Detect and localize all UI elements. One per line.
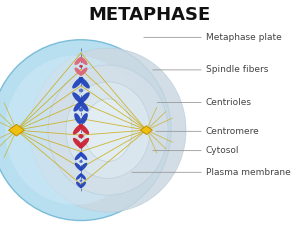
Text: Metaphase plate: Metaphase plate bbox=[206, 33, 281, 42]
Text: Plasma membrane: Plasma membrane bbox=[206, 168, 290, 177]
Ellipse shape bbox=[80, 163, 87, 171]
Ellipse shape bbox=[80, 67, 88, 76]
Ellipse shape bbox=[0, 40, 171, 221]
Circle shape bbox=[80, 180, 82, 182]
Ellipse shape bbox=[72, 77, 83, 88]
Ellipse shape bbox=[30, 48, 186, 212]
Ellipse shape bbox=[74, 101, 82, 112]
Ellipse shape bbox=[80, 182, 86, 188]
Ellipse shape bbox=[74, 57, 82, 65]
Circle shape bbox=[79, 160, 83, 163]
Ellipse shape bbox=[75, 152, 83, 160]
Ellipse shape bbox=[76, 182, 82, 188]
Ellipse shape bbox=[73, 138, 83, 148]
Circle shape bbox=[79, 65, 83, 68]
Ellipse shape bbox=[80, 101, 88, 112]
Text: Spindle fibers: Spindle fibers bbox=[206, 65, 268, 74]
Polygon shape bbox=[9, 124, 24, 136]
Ellipse shape bbox=[66, 82, 150, 178]
Ellipse shape bbox=[79, 77, 90, 88]
Ellipse shape bbox=[79, 138, 89, 148]
Ellipse shape bbox=[80, 173, 86, 180]
Ellipse shape bbox=[48, 65, 168, 195]
Ellipse shape bbox=[75, 163, 83, 171]
Ellipse shape bbox=[74, 113, 81, 124]
Ellipse shape bbox=[80, 57, 88, 65]
Ellipse shape bbox=[72, 92, 83, 104]
Ellipse shape bbox=[80, 152, 87, 160]
Ellipse shape bbox=[79, 124, 89, 134]
Ellipse shape bbox=[73, 124, 83, 134]
Ellipse shape bbox=[79, 92, 90, 104]
Ellipse shape bbox=[84, 99, 132, 161]
Ellipse shape bbox=[76, 173, 82, 180]
Text: Centromere: Centromere bbox=[206, 127, 259, 136]
Circle shape bbox=[79, 88, 83, 92]
Ellipse shape bbox=[81, 113, 88, 124]
Text: Cytosol: Cytosol bbox=[206, 146, 239, 155]
Circle shape bbox=[79, 108, 83, 112]
Circle shape bbox=[79, 134, 83, 138]
Polygon shape bbox=[140, 126, 152, 134]
Text: Centrioles: Centrioles bbox=[206, 98, 251, 107]
Text: METAPHASE: METAPHASE bbox=[89, 6, 211, 24]
Ellipse shape bbox=[74, 67, 82, 76]
Circle shape bbox=[78, 134, 84, 138]
Ellipse shape bbox=[5, 56, 145, 205]
